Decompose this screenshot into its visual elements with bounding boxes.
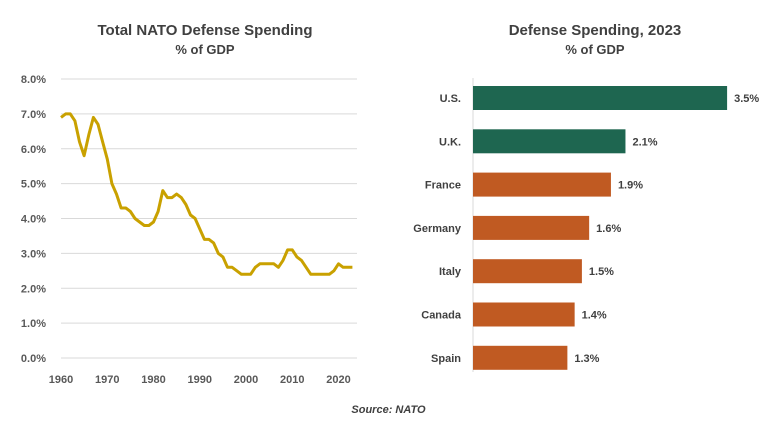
y-tick-label: 0.0% bbox=[21, 353, 46, 365]
bar bbox=[473, 302, 575, 327]
category-label: U.K. bbox=[439, 136, 461, 148]
x-tick-label: 2010 bbox=[280, 374, 304, 386]
bar-chart-title: Defense Spending, 2023 bbox=[508, 22, 682, 39]
bar bbox=[473, 129, 626, 154]
y-tick-label: 4.0% bbox=[21, 214, 46, 226]
bar-chart-subtitle: % of GDP bbox=[565, 42, 625, 57]
bar bbox=[473, 86, 728, 110]
data-label: 1.4% bbox=[582, 310, 607, 322]
data-label: 3.5% bbox=[734, 93, 759, 105]
x-tick-label: 1980 bbox=[141, 374, 165, 386]
category-label: Canada bbox=[421, 310, 462, 322]
x-tick-label: 2020 bbox=[326, 374, 350, 386]
category-label: Germany bbox=[413, 223, 462, 235]
bar bbox=[473, 345, 568, 370]
category-label: Spain bbox=[431, 353, 461, 365]
y-tick-label: 8.0% bbox=[21, 74, 46, 86]
line-chart-subtitle: % of GDP bbox=[175, 42, 235, 57]
bar bbox=[473, 172, 611, 197]
x-tick-label: 1990 bbox=[188, 374, 212, 386]
data-label: 1.3% bbox=[574, 353, 599, 365]
line-chart: 0.0% 1.0% 2.0% 3.0% 4.0% 5.0% 6.0% 7.0% 8.0% 1960… bbox=[21, 74, 357, 386]
data-label: 1.5% bbox=[589, 266, 614, 278]
y-tick-label: 1.0% bbox=[21, 318, 46, 330]
category-label: Italy bbox=[439, 266, 462, 278]
x-tick-label: 2000 bbox=[234, 374, 258, 386]
category-label: France bbox=[425, 180, 461, 192]
bar bbox=[473, 215, 590, 240]
source-note: Source: NATO bbox=[351, 404, 426, 416]
y-tick-label: 6.0% bbox=[21, 144, 46, 156]
y-tick-label: 3.0% bbox=[21, 248, 46, 260]
bar-chart: U.S. 3.5% U.K. 2.1% France 1.9% Germany 1.6% Ita… bbox=[413, 78, 759, 372]
x-tick-label: 1960 bbox=[49, 374, 73, 386]
y-tick-label: 5.0% bbox=[21, 179, 46, 191]
spending-line bbox=[60, 112, 353, 276]
bar bbox=[473, 259, 582, 284]
y-tick-label: 7.0% bbox=[21, 109, 46, 121]
data-label: 1.9% bbox=[618, 180, 643, 192]
line-chart-title: Total NATO Defense Spending bbox=[97, 22, 313, 39]
x-tick-label: 1970 bbox=[95, 374, 119, 386]
y-tick-label: 2.0% bbox=[21, 283, 46, 295]
data-label: 1.6% bbox=[596, 223, 621, 235]
data-label: 2.1% bbox=[632, 136, 657, 148]
category-label: U.S. bbox=[440, 93, 461, 105]
